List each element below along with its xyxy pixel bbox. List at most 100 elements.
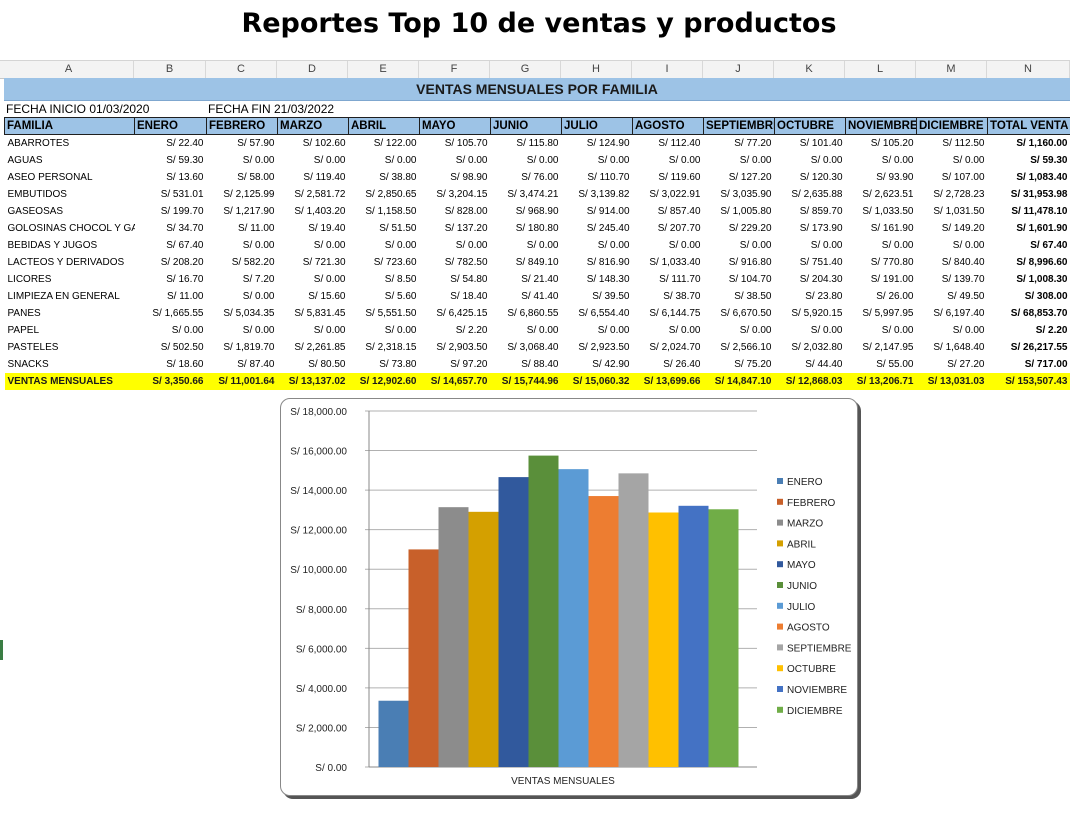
cell-value[interactable]: S/ 1,008.30 bbox=[1016, 274, 1068, 285]
cell-value[interactable]: S/ 828.00 bbox=[444, 206, 488, 217]
cell-value[interactable]: S/ 582.20 bbox=[231, 257, 275, 268]
cell-value[interactable]: S/ 2.20 bbox=[1035, 325, 1068, 336]
column-letter-b[interactable]: B bbox=[134, 61, 206, 78]
cell-value[interactable]: S/ 153,507.43 bbox=[987, 373, 1070, 390]
cell-value[interactable]: S/ 721.30 bbox=[302, 257, 346, 268]
cell-value[interactable]: S/ 87.40 bbox=[237, 359, 275, 370]
fecha-inicio-cell[interactable]: FECHA INICIO 01/03/2020 bbox=[6, 102, 150, 116]
cell-value[interactable]: S/ 55.00 bbox=[876, 359, 914, 370]
cell-value[interactable]: NOVIEMBRE bbox=[845, 117, 917, 135]
cell-value[interactable]: S/ 0.00 bbox=[242, 240, 275, 251]
cell-label[interactable]: BEBIDAS Y JUGOS bbox=[7, 240, 98, 251]
cell-value[interactable]: S/ 67.40 bbox=[166, 240, 204, 251]
cell-value[interactable]: S/ 2,923.50 bbox=[578, 342, 630, 353]
cell-value[interactable]: S/ 1,033.50 bbox=[862, 206, 914, 217]
cell-value[interactable]: S/ 161.90 bbox=[870, 223, 914, 234]
cell-value[interactable]: S/ 7.20 bbox=[242, 274, 275, 285]
cell-value[interactable]: S/ 54.80 bbox=[450, 274, 488, 285]
cell-value[interactable]: S/ 3,068.40 bbox=[507, 342, 559, 353]
cell-value[interactable]: S/ 39.50 bbox=[592, 291, 630, 302]
cell-value[interactable]: S/ 180.80 bbox=[515, 223, 559, 234]
cell-value[interactable]: S/ 38.80 bbox=[379, 172, 417, 183]
cell-value[interactable]: S/ 75.20 bbox=[734, 359, 772, 370]
cell-value[interactable]: S/ 0.00 bbox=[668, 155, 701, 166]
cell-value[interactable]: S/ 15,744.96 bbox=[490, 373, 562, 390]
cell-value[interactable]: S/ 23.80 bbox=[805, 291, 843, 302]
cell-value[interactable]: S/ 42.90 bbox=[592, 359, 630, 370]
cell-value[interactable]: S/ 31,953.98 bbox=[1010, 189, 1068, 200]
cell-value[interactable]: S/ 2,850.65 bbox=[365, 189, 417, 200]
cell-value[interactable]: S/ 3,139.82 bbox=[578, 189, 630, 200]
cell-value[interactable]: S/ 840.40 bbox=[941, 257, 985, 268]
cell-value[interactable]: S/ 0.00 bbox=[668, 240, 701, 251]
cell-label[interactable]: EMBUTIDOS bbox=[7, 189, 67, 200]
cell-value[interactable]: S/ 102.60 bbox=[302, 138, 346, 149]
cell-value[interactable]: JUNIO bbox=[490, 117, 562, 135]
cell-value[interactable]: TOTAL VENTA bbox=[987, 117, 1070, 135]
cell-value[interactable]: S/ 14,847.10 bbox=[703, 373, 775, 390]
cell-value[interactable]: S/ 1,005.80 bbox=[720, 206, 772, 217]
cell-value[interactable]: S/ 59.30 bbox=[166, 155, 204, 166]
cell-value[interactable]: S/ 13,206.71 bbox=[845, 373, 917, 390]
column-letter-i[interactable]: I bbox=[632, 61, 703, 78]
cell-value[interactable]: S/ 1,160.00 bbox=[1016, 138, 1068, 149]
cell-value[interactable]: S/ 112.40 bbox=[658, 138, 701, 149]
cell-value[interactable]: S/ 73.80 bbox=[379, 359, 417, 370]
cell-value[interactable]: S/ 916.80 bbox=[728, 257, 772, 268]
cell-value[interactable]: S/ 0.00 bbox=[597, 240, 630, 251]
cell-value[interactable]: S/ 1,601.90 bbox=[1016, 223, 1068, 234]
cell-value[interactable]: S/ 127.20 bbox=[728, 172, 772, 183]
cell-value[interactable]: S/ 2,318.15 bbox=[365, 342, 417, 353]
cell-value[interactable]: S/ 5.60 bbox=[384, 291, 417, 302]
cell-value[interactable]: S/ 857.40 bbox=[657, 206, 701, 217]
cell-value[interactable]: S/ 67.40 bbox=[1030, 240, 1068, 251]
cell-value[interactable]: S/ 0.00 bbox=[171, 325, 204, 336]
cell-value[interactable]: S/ 119.40 bbox=[303, 172, 346, 183]
cell-label[interactable]: GOLOSINAS CHOCOL Y GALLE bbox=[7, 223, 135, 234]
cell-value[interactable]: S/ 5,034.35 bbox=[223, 308, 275, 319]
cell-value[interactable]: S/ 0.00 bbox=[313, 155, 346, 166]
cell-value[interactable]: S/ 531.01 bbox=[160, 189, 204, 200]
cell-value[interactable]: S/ 110.70 bbox=[587, 172, 630, 183]
cell-value[interactable]: S/ 26.40 bbox=[663, 359, 701, 370]
cell-value[interactable]: S/ 18.60 bbox=[166, 359, 204, 370]
cell-value[interactable]: S/ 97.20 bbox=[450, 359, 488, 370]
cell-value[interactable]: MARZO bbox=[277, 117, 349, 135]
cell-value[interactable]: S/ 38.50 bbox=[734, 291, 772, 302]
cell-value[interactable]: S/ 0.00 bbox=[810, 240, 843, 251]
column-letter-f[interactable]: F bbox=[419, 61, 490, 78]
cell-value[interactable]: S/ 105.20 bbox=[870, 138, 914, 149]
cell-value[interactable]: S/ 0.00 bbox=[810, 155, 843, 166]
cell-value[interactable]: S/ 0.00 bbox=[313, 325, 346, 336]
cell-value[interactable]: S/ 2,635.88 bbox=[791, 189, 843, 200]
cell-value[interactable]: S/ 12,902.60 bbox=[348, 373, 420, 390]
cell-value[interactable]: S/ 1,031.50 bbox=[933, 206, 985, 217]
cell-value[interactable]: S/ 308.00 bbox=[1024, 291, 1068, 302]
cell-value[interactable]: S/ 115.80 bbox=[516, 138, 559, 149]
cell-value[interactable]: S/ 6,144.75 bbox=[649, 308, 701, 319]
cell-value[interactable]: S/ 0.00 bbox=[810, 325, 843, 336]
column-letter-g[interactable]: G bbox=[490, 61, 561, 78]
cell-value[interactable]: S/ 0.00 bbox=[952, 240, 985, 251]
cell-value[interactable]: OCTUBRE bbox=[774, 117, 846, 135]
cell-value[interactable]: S/ 723.60 bbox=[373, 257, 417, 268]
cell-value[interactable]: S/ 107.00 bbox=[941, 172, 985, 183]
cell-value[interactable]: S/ 2,147.95 bbox=[862, 342, 914, 353]
cell-value[interactable]: S/ 3,204.15 bbox=[436, 189, 488, 200]
cell-value[interactable]: S/ 148.30 bbox=[586, 274, 630, 285]
cell-value[interactable]: S/ 0.00 bbox=[384, 240, 417, 251]
cell-value[interactable]: S/ 0.00 bbox=[526, 155, 559, 166]
cell-value[interactable]: S/ 49.50 bbox=[947, 291, 985, 302]
cell-value[interactable]: S/ 76.00 bbox=[521, 172, 559, 183]
cell-value[interactable]: S/ 0.00 bbox=[242, 325, 275, 336]
cell-value[interactable]: S/ 0.00 bbox=[597, 155, 630, 166]
cell-value[interactable]: S/ 859.70 bbox=[799, 206, 843, 217]
cell-value[interactable]: S/ 3,350.66 bbox=[134, 373, 207, 390]
cell-value[interactable]: S/ 104.70 bbox=[728, 274, 772, 285]
cell-value[interactable]: S/ 0.00 bbox=[242, 291, 275, 302]
cell-value[interactable]: S/ 5,551.50 bbox=[365, 308, 417, 319]
cell-value[interactable]: S/ 22.40 bbox=[166, 138, 204, 149]
cell-value[interactable]: S/ 0.00 bbox=[952, 155, 985, 166]
cell-value[interactable]: S/ 11.00 bbox=[237, 223, 275, 234]
cell-value[interactable]: S/ 2,581.72 bbox=[294, 189, 346, 200]
